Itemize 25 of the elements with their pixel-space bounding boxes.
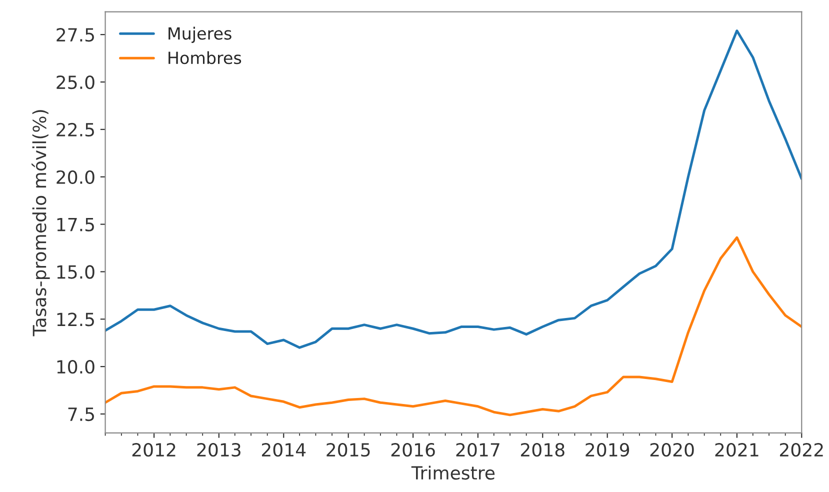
line-series [105, 236, 802, 416]
x-tick-label: 2012 [132, 443, 176, 457]
y-axis-title: Tasas-promedio móvil(%) [32, 110, 50, 336]
y-tick-label: 12.5 [57, 312, 94, 326]
legend-label: Hombres [168, 51, 242, 64]
x-tick-label: 2017 [456, 443, 500, 457]
y-tick-label: 7.5 [68, 408, 94, 422]
x-tick-label: 2014 [262, 443, 306, 457]
x-tick-label: 2015 [326, 443, 370, 457]
x-axis-title: Trimestre [411, 466, 495, 480]
y-tick-label: 22.5 [56, 122, 94, 137]
y-tick-label: 27.5 [56, 28, 94, 42]
legend-label: Mujeres [168, 26, 232, 43]
y-tick-label: 17.5 [57, 218, 94, 232]
x-tick-label: 2020 [650, 443, 694, 457]
y-tick-label: 15.0 [57, 265, 94, 279]
x-tick-label: 2022 [780, 443, 823, 457]
y-tick-label: 10.0 [57, 360, 94, 374]
x-tick-label: 2019 [586, 443, 630, 457]
y-tick-label: 20.0 [56, 170, 94, 184]
x-tick-label: 2016 [391, 443, 435, 457]
x-tick-label: 2013 [197, 443, 240, 457]
x-tick-label: 2021 [715, 443, 758, 457]
x-tick-label: 2018 [520, 443, 564, 457]
y-tick-label: 25.0 [56, 75, 94, 90]
